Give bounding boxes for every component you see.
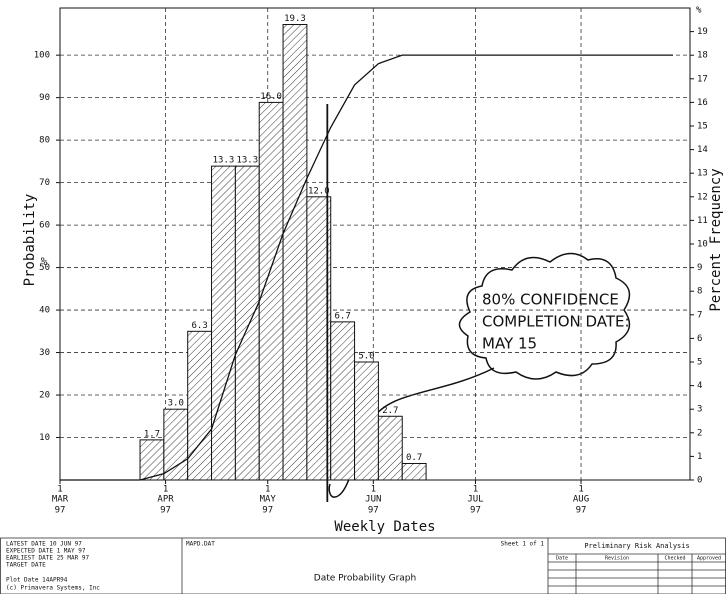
x-tick-label: APR: [157, 495, 174, 505]
footer-date: TARGET DATE: [6, 562, 46, 569]
annotation-cloud: [458, 252, 631, 380]
x-tick-label: 97: [368, 506, 379, 516]
x-tick-label: MAY: [260, 495, 277, 505]
y2-tick-label: 19: [697, 27, 708, 37]
x-tick-label: 1: [163, 485, 168, 495]
x-tick-label: JUN: [365, 495, 381, 505]
sheet: Sheet 1 of 1: [501, 541, 545, 548]
bar-label: 0.7: [406, 453, 422, 463]
bar: [401, 462, 427, 481]
footer-date: LATEST DATE 10 JUN 97: [6, 541, 82, 548]
bar-label: 13.3: [213, 156, 235, 166]
y2-tick-label: 13: [697, 169, 708, 179]
footer-date: EARLIEST DATE 25 MAR 97: [6, 555, 89, 562]
y2-tick-label: 6: [697, 334, 702, 344]
bar: [354, 361, 379, 481]
y-tick-label: 80: [39, 136, 50, 146]
column-header: Revision: [605, 556, 629, 562]
y2-tick-label: 11: [697, 216, 708, 226]
bar-label: 6.3: [191, 321, 207, 331]
y2-tick-label: 8: [697, 287, 702, 297]
y2-tick-label: 10: [697, 240, 708, 250]
x-tick-label: 97: [262, 506, 273, 516]
annotation: 80% CONFIDENCE COMPLETION DATE: MAY 15: [482, 291, 630, 353]
y2-axis-label: Percent Frequency: [708, 168, 724, 311]
bar: [234, 165, 260, 481]
y-tick-label: 90: [39, 93, 50, 103]
cumulative-line: [60, 54, 673, 481]
footer-date: EXPECTED DATE 1 MAY 97: [6, 548, 86, 555]
y2-tick-label: 4: [697, 381, 702, 391]
y-axis-unit: %: [41, 255, 48, 268]
x-tick-label: 1: [57, 485, 62, 495]
x-tick-label: 97: [160, 506, 171, 516]
copyright: (c) Primavera Systems, Inc: [6, 585, 100, 592]
y2-axis-unit: %: [696, 6, 702, 16]
bar: [282, 24, 308, 481]
x-axis-label: Weekly Dates: [334, 519, 435, 535]
bar-label: 19.3: [284, 14, 306, 24]
bar-label: 2.7: [382, 406, 398, 416]
bar: [211, 165, 236, 481]
file-name: MAPD.DAT: [186, 541, 215, 548]
y2-tick-label: 7: [697, 310, 702, 320]
bar: [330, 321, 356, 481]
y2-tick-label: 3: [697, 405, 702, 415]
column-header: Date: [556, 556, 568, 562]
y2-tick-label: 16: [697, 98, 708, 108]
annotation-line: COMPLETION DATE:: [482, 313, 630, 331]
bar-label: 3.0: [168, 399, 184, 409]
y-axis-label: Probability: [22, 194, 38, 287]
y-tick-label: 10: [39, 433, 50, 443]
y-tick-label: 70: [39, 178, 50, 188]
annotation-line: MAY 15: [482, 335, 537, 353]
y2-tick-label: 1: [697, 452, 702, 462]
x-tick-label: 1: [473, 485, 478, 495]
column-header: Approved: [697, 556, 721, 562]
table-title: Preliminary Risk Analysis: [584, 542, 689, 550]
bar-label: 12.0: [308, 186, 330, 196]
footer-title: Date Probability Graph: [314, 574, 416, 584]
bar-label: 6.7: [335, 311, 351, 321]
x-tick-label: 1: [578, 485, 583, 495]
x-tick-label: AUG: [573, 495, 589, 505]
y-tick-label: 40: [39, 306, 50, 316]
y2-tick-label: 9: [697, 263, 702, 273]
x-tick-label: 97: [55, 506, 66, 516]
y-tick-label: 30: [39, 348, 50, 358]
bar-label: 13.3: [236, 156, 258, 166]
x-tick-label: JUL: [467, 495, 483, 505]
bar-label: 16.0: [260, 92, 282, 102]
y2-tick-label: 17: [697, 74, 708, 84]
x-tick-label: 97: [576, 506, 587, 516]
bar: [377, 415, 403, 481]
y-tick-label: 100: [34, 51, 50, 61]
y2-tick-label: 12: [697, 192, 708, 202]
y2-tick-label: 14: [697, 145, 708, 155]
y2-tick-label: 2: [697, 428, 702, 438]
y2-tick-label: 18: [697, 51, 708, 61]
column-header: Checked: [664, 556, 685, 562]
x-tick-label: 1: [371, 485, 376, 495]
y-tick-label: 60: [39, 221, 50, 231]
x-tick-label: 97: [470, 506, 481, 516]
y2-tick-label: 15: [697, 122, 708, 132]
y2-tick-label: 5: [697, 358, 702, 368]
y-tick-label: 20: [39, 391, 50, 401]
x-tick-label: MAR: [52, 495, 69, 505]
bar: [187, 330, 213, 481]
y2-tick-label: 0: [697, 476, 702, 486]
bar-label: 1.7: [144, 429, 160, 439]
y-tick-label: 50: [39, 263, 50, 273]
x-tick-label: 1: [265, 485, 270, 495]
annotation-line: 80% CONFIDENCE: [482, 291, 619, 309]
plot-date: Plot Date 14APR94: [6, 577, 68, 584]
bar-label: 5.0: [358, 352, 374, 362]
bar: [163, 408, 189, 481]
